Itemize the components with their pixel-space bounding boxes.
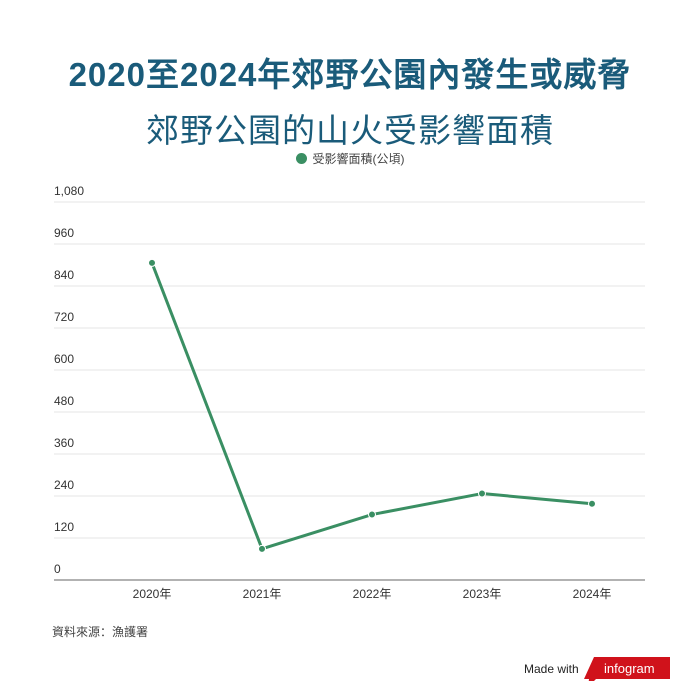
y-tick-label: 360 [54,436,74,450]
chart-title-line2: 郊野公園的山火受影響面積 [146,112,554,149]
y-tick-label: 480 [54,394,74,408]
x-tick-label: 2022年 [353,587,392,601]
y-tick-label: 840 [54,268,74,282]
data-point [258,544,266,553]
infogram-brand[interactable]: infogram [604,661,655,676]
data-point [368,510,376,519]
y-tick-label: 960 [54,226,74,240]
x-tick-label: 2023年 [463,587,502,601]
x-tick-label: 2020年 [133,587,172,601]
legend-label: 受影響面積(公頃) [312,152,405,166]
y-tick-label: 240 [54,478,74,492]
data-point [588,499,596,508]
series-line [150,262,593,551]
y-tick-label: 720 [54,310,74,324]
y-tick-label: 120 [54,520,74,534]
legend: 受影響面積(公頃) [0,150,700,167]
y-tick-label: 1,080 [54,184,84,198]
legend-marker [295,153,307,164]
data-point [148,258,156,267]
made-with-label: Made with [524,662,579,676]
y-tick-label: 0 [54,562,61,576]
chart-title-line1: 2020至2024年郊野公園內發生或威脅 [68,56,632,93]
infogram-logo[interactable] [584,657,670,681]
data-point [478,489,486,498]
x-tick-label: 2021年 [243,587,282,601]
source-note: 資料來源：漁護署 [52,625,149,639]
y-tick-label: 600 [54,352,74,366]
x-tick-label: 2024年 [573,587,612,601]
